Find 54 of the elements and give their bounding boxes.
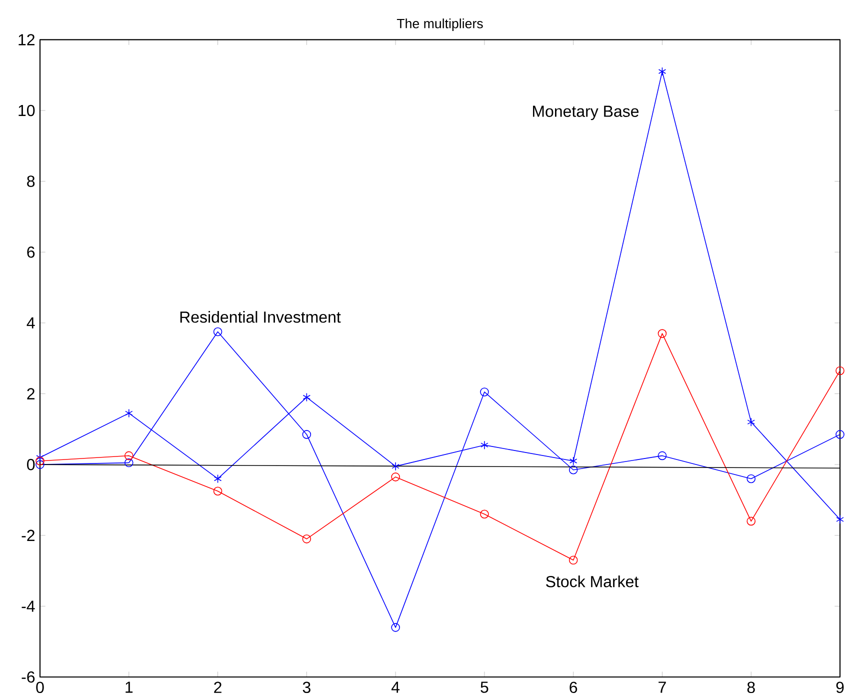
point [746, 474, 756, 483]
y-tick-label: 0 [27, 458, 35, 470]
point [36, 452, 44, 462]
point [125, 408, 133, 418]
y-tick-label: 12 [18, 34, 34, 46]
point [480, 509, 489, 518]
point [36, 460, 44, 469]
y-tick-label: -4 [22, 600, 35, 612]
point [214, 474, 222, 483]
point [302, 392, 311, 402]
x-tick-label: 8 [747, 681, 755, 693]
point [302, 430, 312, 439]
x-tick-label: 4 [391, 681, 400, 692]
x-tick-label: 2 [214, 681, 222, 693]
point [746, 516, 756, 526]
y-tick-label: 6 [27, 246, 35, 258]
point [836, 366, 844, 375]
x-tick-label: 3 [302, 681, 310, 693]
point [302, 534, 312, 544]
y-tick-label: -6 [22, 671, 35, 682]
x-tick-label: 1 [126, 681, 133, 692]
x-tick-label: 9 [836, 681, 844, 693]
y-tick-label: 8 [27, 175, 35, 187]
point [569, 456, 578, 466]
point [836, 514, 844, 524]
x-tick-label: 0 [36, 681, 44, 693]
point [747, 417, 755, 426]
point [392, 462, 400, 470]
x-tick-label: 6 [570, 681, 578, 693]
x-tick-label: 7 [658, 681, 666, 692]
point [836, 430, 844, 439]
point [658, 451, 667, 460]
y-tick-label: 10 [18, 104, 35, 116]
annotation: Residential Investment [180, 310, 341, 323]
point [480, 440, 488, 450]
chart-title: The multipliers [396, 18, 483, 31]
point [213, 486, 222, 496]
point [391, 472, 400, 482]
point [658, 66, 666, 76]
point [658, 328, 667, 338]
y-tick-label: 2 [27, 388, 34, 400]
point [36, 456, 44, 466]
point [568, 556, 578, 564]
x-tick-label: 5 [480, 681, 488, 693]
y-tick-label: 4 [26, 317, 35, 328]
point [480, 387, 489, 396]
annotation: Stock Market [546, 575, 639, 588]
point [391, 622, 400, 632]
annotation: Monetary Base [533, 106, 639, 120]
point [213, 327, 222, 336]
point [568, 465, 578, 474]
point [124, 458, 134, 467]
point [124, 451, 134, 460]
y-tick-label: -2 [22, 530, 34, 541]
